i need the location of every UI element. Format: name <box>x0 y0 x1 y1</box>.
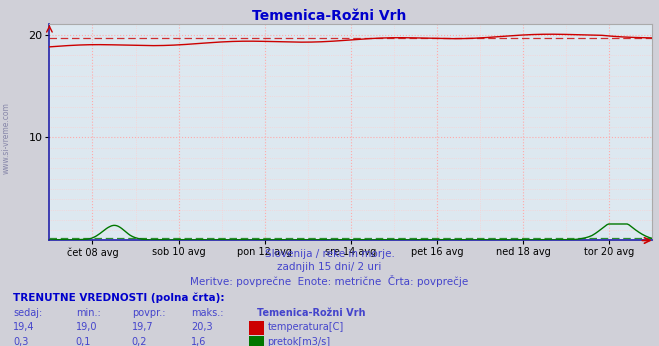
Text: 0,2: 0,2 <box>132 337 148 346</box>
Text: temperatura[C]: temperatura[C] <box>268 322 344 333</box>
Text: 20,3: 20,3 <box>191 322 213 333</box>
Text: povpr.:: povpr.: <box>132 308 165 318</box>
Text: 19,4: 19,4 <box>13 322 35 333</box>
Text: TRENUTNE VREDNOSTI (polna črta):: TRENUTNE VREDNOSTI (polna črta): <box>13 292 225 303</box>
Text: min.:: min.: <box>76 308 101 318</box>
Text: 19,7: 19,7 <box>132 322 154 333</box>
Text: sedaj:: sedaj: <box>13 308 42 318</box>
Text: zadnjih 15 dni/ 2 uri: zadnjih 15 dni/ 2 uri <box>277 262 382 272</box>
Text: 1,6: 1,6 <box>191 337 206 346</box>
Text: Slovenija / reke in morje.: Slovenija / reke in morje. <box>264 249 395 259</box>
Text: 0,3: 0,3 <box>13 337 28 346</box>
Text: www.si-vreme.com: www.si-vreme.com <box>2 102 11 174</box>
Text: 0,1: 0,1 <box>76 337 91 346</box>
Text: maks.:: maks.: <box>191 308 223 318</box>
Text: 19,0: 19,0 <box>76 322 98 333</box>
Text: Temenica-Rožni Vrh: Temenica-Rožni Vrh <box>257 308 366 318</box>
Text: Temenica-Rožni Vrh: Temenica-Rožni Vrh <box>252 9 407 22</box>
Text: Meritve: povprečne  Enote: metrične  Črta: povprečje: Meritve: povprečne Enote: metrične Črta:… <box>190 275 469 288</box>
Text: pretok[m3/s]: pretok[m3/s] <box>268 337 331 346</box>
